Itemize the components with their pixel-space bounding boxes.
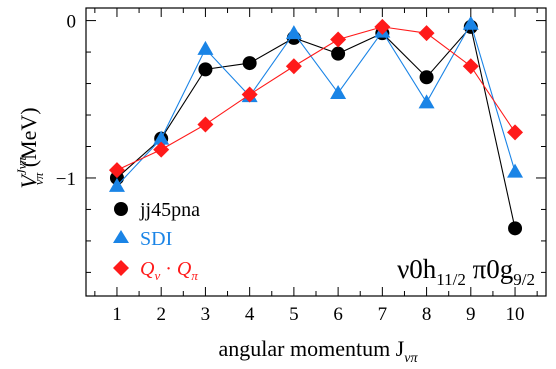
annotation-part-2: 11/2 [436, 270, 466, 289]
data-point-diamond [418, 25, 435, 42]
data-point-triangle [197, 40, 214, 55]
legend-item-qq: Qν · Qπ [113, 258, 198, 283]
x-tick-label: 8 [422, 304, 432, 325]
data-point-triangle [285, 25, 302, 40]
legend-item-jj45pna: jj45pna [114, 199, 200, 221]
y-label-sub: νπ [31, 172, 46, 185]
legend-label-jj45pna: jj45pna [139, 199, 200, 221]
data-point-triangle [330, 84, 347, 99]
data-point-triangle [108, 177, 125, 192]
data-point-diamond [285, 58, 302, 75]
x-label-sub: νπ [404, 351, 418, 366]
annotation-part-3: π0g [466, 254, 513, 284]
legend-marker-triangle [113, 230, 129, 243]
series-line-1 [116, 22, 516, 187]
annotation-part-1: ν0h [397, 254, 437, 284]
data-point-triangle [507, 163, 524, 178]
data-point-circle [242, 56, 257, 71]
y-label-main: V [16, 173, 41, 189]
data-point-circle [331, 46, 346, 61]
x-tick-label: 6 [333, 304, 343, 325]
y-tick-label: −1 [56, 169, 76, 190]
data-point-circle [198, 62, 213, 77]
series-line-2 [116, 26, 516, 171]
legend-marker-diamond [113, 260, 129, 276]
legend-item-sdi: SDI [113, 228, 172, 250]
data-point-diamond [374, 18, 391, 35]
data-point-circle [508, 221, 523, 236]
x-tick-label: 7 [378, 304, 388, 325]
x-tick-label: 2 [156, 304, 166, 325]
legend: jj45pna SDI Qν · Qπ [113, 199, 200, 283]
data-point-diamond [241, 86, 258, 103]
x-tick-label: 9 [466, 304, 476, 325]
data-point-diamond [108, 162, 125, 179]
x-tick-label: 5 [289, 304, 299, 325]
y-label-sup: Jνπ [14, 157, 29, 176]
legend-label-qq: Qν · Qπ [140, 258, 198, 283]
x-tick-label: 3 [201, 304, 211, 325]
legend-label-sdi: SDI [140, 228, 172, 250]
data-point-triangle [418, 94, 435, 109]
x-label-main: angular momentum J [219, 336, 405, 361]
series-line-0 [116, 25, 516, 229]
y-tick-label: 0 [67, 12, 77, 33]
x-tick-label: 10 [506, 304, 525, 325]
data-point-diamond [197, 116, 214, 133]
orbital-annotation: ν0h11/2 π0g9/2 [397, 254, 535, 289]
x-axis-label: angular momentum Jνπ [219, 336, 419, 366]
data-point-triangle [462, 15, 479, 30]
x-tick-label: 4 [245, 304, 255, 325]
y-axis-label: VJνπνπ (MeV) [14, 107, 46, 188]
annotation-part-4: 9/2 [513, 270, 535, 289]
legend-marker-circle [114, 202, 128, 216]
data-point-diamond [153, 141, 170, 158]
data-point-diamond [507, 124, 524, 141]
data-point-circle [419, 70, 434, 85]
x-tick-label: 1 [112, 304, 122, 325]
y-label-unit: (MeV) [16, 107, 41, 167]
data-point-diamond [330, 31, 347, 48]
data-point-diamond [462, 58, 479, 75]
data-point-triangle [153, 130, 170, 145]
